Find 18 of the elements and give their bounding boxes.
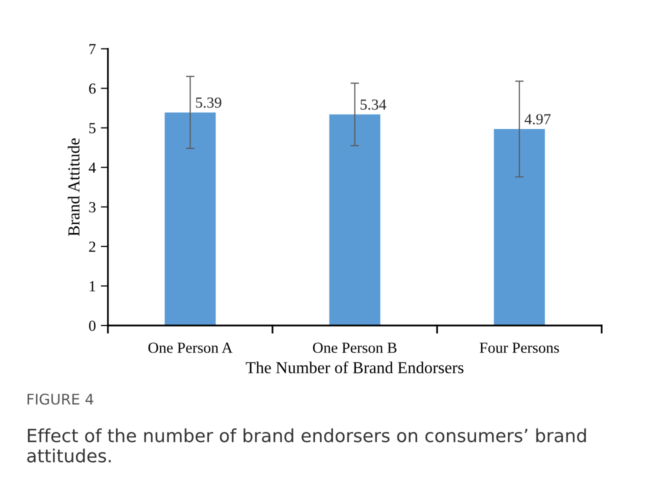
- y-tick-label: 3: [89, 202, 96, 212]
- data-label: 5.34: [360, 99, 386, 110]
- y-tick-label: 5: [89, 123, 96, 134]
- y-axis-title: Brand Attitude: [68, 138, 80, 236]
- y-tick-label: 6: [89, 84, 96, 94]
- text: Effect of the number of brand endorsers on consumers’ brand attitudes.: [27, 428, 586, 463]
- x-tick-label: One Person B: [312, 342, 396, 353]
- y-tick-label: 0: [89, 320, 96, 331]
- y-tick-label: 7: [89, 44, 96, 54]
- x-tick-label: One Person A: [148, 342, 233, 353]
- x-axis-title: The Number of Brand Endorsers: [246, 361, 464, 374]
- y-tick-label: 1: [90, 281, 96, 292]
- data-label: 5.39: [196, 97, 222, 108]
- y-tick-label: 2: [89, 242, 96, 252]
- x-tick-label: Four Persons: [480, 342, 559, 353]
- y-tick-label: 4: [88, 162, 96, 173]
- caption: FIGURE 4: [28, 394, 94, 405]
- data-label: 4.97: [524, 114, 551, 124]
